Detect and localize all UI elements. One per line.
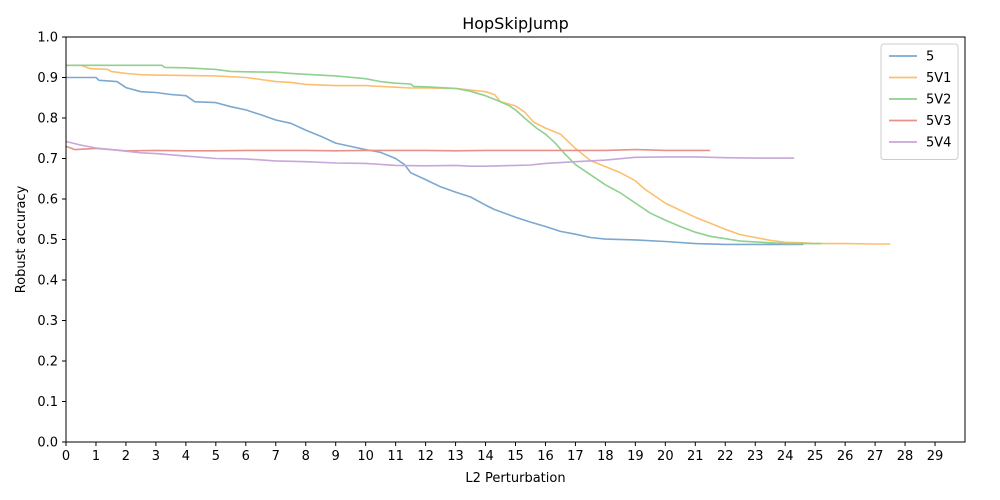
y-axis-label: Robust accuracy (14, 185, 29, 293)
y-tick-label: 0.4 (37, 274, 58, 289)
x-tick-label: 5 (212, 449, 220, 464)
y-tick-label: 0.6 (37, 193, 58, 208)
y-tick-label: 1.0 (37, 31, 58, 46)
series-line-5v3 (65, 145, 711, 152)
x-tick-label: 24 (777, 449, 794, 464)
x-tick-label: 26 (837, 449, 854, 464)
legend-label: 5V1 (926, 71, 951, 86)
legend-label: 5V3 (926, 114, 951, 129)
x-axis-label: L2 Perturbation (465, 471, 565, 486)
x-tick-label: 20 (657, 449, 674, 464)
x-tick-label: 2 (122, 449, 130, 464)
x-tick-label: 0 (62, 449, 70, 464)
x-tick-label: 3 (152, 449, 160, 464)
chart-title: HopSkipJump (462, 14, 569, 33)
legend-label: 5 (926, 50, 934, 65)
y-axis-ticks: 0.0 0.1 0.2 0.3 0.4 0.5 0.6 0.7 0.8 0.9 1.0 (37, 31, 66, 451)
legend-box (880, 43, 959, 160)
series-lines (65, 64, 891, 246)
x-tick-label: 16 (537, 449, 554, 464)
x-tick-label: 19 (627, 449, 644, 464)
x-tick-label: 9 (332, 449, 340, 464)
x-tick-label: 27 (867, 449, 884, 464)
x-tick-label: 23 (747, 449, 764, 464)
series-line-5 (66, 76, 804, 246)
x-tick-label: 13 (447, 449, 464, 464)
x-tick-label: 15 (507, 449, 524, 464)
series-line-5v2 (66, 64, 822, 245)
y-tick-label: 0.9 (37, 71, 58, 86)
y-tick-label: 0.3 (37, 314, 58, 329)
x-tick-label: 8 (302, 449, 310, 464)
x-tick-label: 7 (272, 449, 280, 464)
x-tick-label: 22 (717, 449, 734, 464)
x-tick-label: 17 (567, 449, 584, 464)
y-tick-label: 0.0 (37, 436, 58, 451)
y-tick-label: 0.7 (37, 152, 58, 167)
y-tick-label: 0.8 (37, 112, 58, 127)
y-tick-label: 0.5 (37, 233, 58, 248)
x-tick-label: 6 (242, 449, 250, 464)
x-tick-label: 28 (897, 449, 914, 464)
legend-label: 5V4 (926, 136, 951, 151)
x-axis-ticks: 0 1 2 3 4 5 6 7 8 9 10 11 12 13 14 15 16 17 18 19 20 21 22 23 24… (62, 442, 943, 464)
y-tick-label: 0.1 (37, 395, 58, 410)
x-tick-label: 14 (477, 449, 494, 464)
series-line-5v1 (66, 64, 891, 245)
x-tick-label: 12 (417, 449, 434, 464)
x-tick-label: 29 (927, 449, 944, 464)
x-tick-label: 25 (807, 449, 824, 464)
legend: 5 5V1 5V2 5V3 5V4 (880, 43, 959, 160)
x-tick-label: 4 (182, 449, 190, 464)
x-tick-label: 21 (687, 449, 704, 464)
y-tick-label: 0.2 (37, 355, 58, 370)
x-tick-label: 18 (597, 449, 614, 464)
legend-label: 5V2 (926, 93, 951, 108)
x-tick-label: 10 (357, 449, 374, 464)
series-line-5v4 (65, 140, 795, 167)
x-tick-label: 1 (92, 449, 100, 464)
plot-area (66, 37, 965, 442)
x-tick-label: 11 (387, 449, 404, 464)
